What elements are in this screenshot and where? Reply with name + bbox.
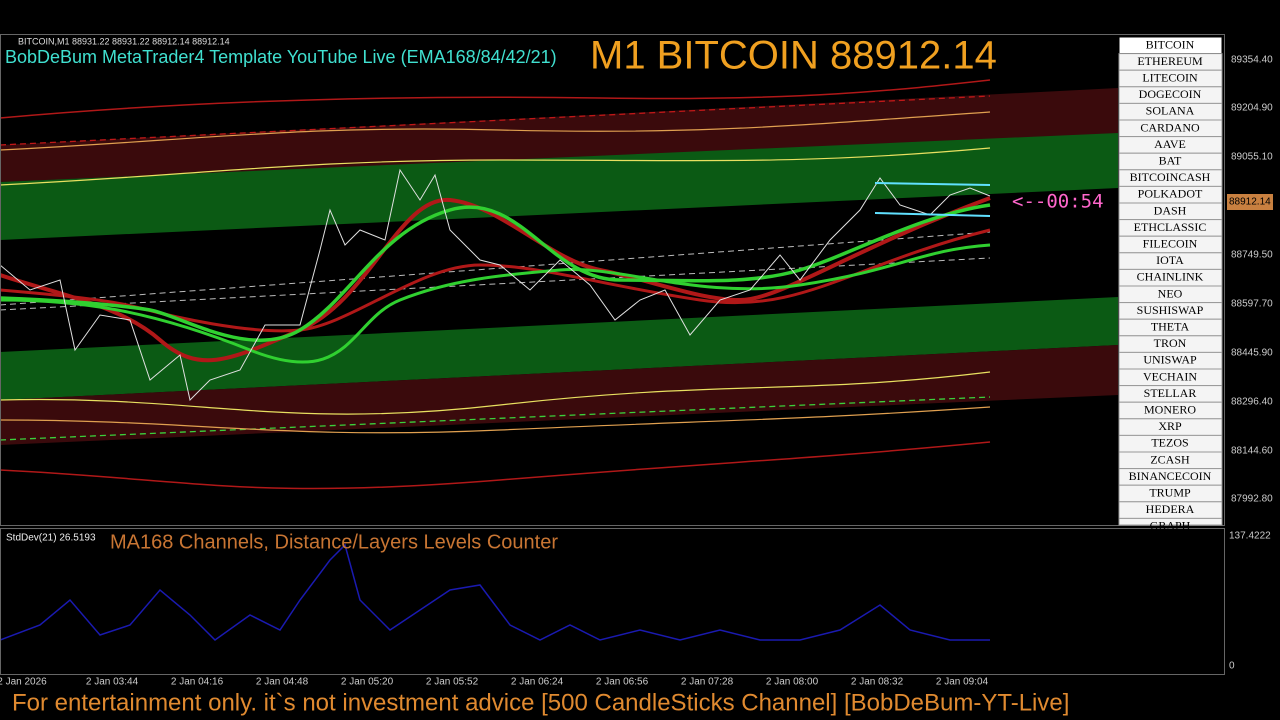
- price-label: 89354.40: [1231, 55, 1273, 66]
- time-label: 2 Jan 08:32: [851, 677, 904, 688]
- symbol-label[interactable]: SUSHISWAP: [1137, 303, 1204, 317]
- symbol-label[interactable]: TRUMP: [1149, 485, 1191, 499]
- price-line: [0, 168, 991, 401]
- symbol-label[interactable]: NEO: [1158, 286, 1183, 300]
- price-label: 88445.90: [1231, 348, 1273, 359]
- time-label: 2 Jan 05:20: [341, 677, 394, 688]
- symbol-label[interactable]: POLKADOT: [1138, 187, 1203, 201]
- symbol-label[interactable]: STELLAR: [1144, 386, 1197, 400]
- symbol-label[interactable]: THETA: [1151, 319, 1190, 333]
- current-price-box: [1227, 194, 1273, 210]
- symbol-label[interactable]: ZCASH: [1150, 452, 1190, 466]
- time-label: 2 Jan 03:44: [86, 677, 139, 688]
- time-label: 2 Jan 04:48: [256, 677, 309, 688]
- symbol-label[interactable]: LITECOIN: [1142, 70, 1198, 84]
- symbol-label[interactable]: MONERO: [1144, 402, 1196, 416]
- ohlc: BITCOIN,M1 88931.22 88931.22 88912.14 88…: [18, 36, 230, 46]
- symbol-label[interactable]: TRON: [1154, 336, 1187, 350]
- time-label: 2 Jan 06:24: [511, 677, 564, 688]
- range-top: [874, 182, 991, 186]
- time-label: 2 Jan 2026: [0, 677, 47, 688]
- template-title: BobDeBum MetaTrader4 Template YouTube Li…: [5, 47, 557, 67]
- symbol-label[interactable]: XRP: [1158, 419, 1182, 433]
- indicator-caption: MA168 Channels, Distance/Layers Levels C…: [110, 531, 558, 553]
- channel-lines: [0, 79, 991, 490]
- symbol-label[interactable]: CARDANO: [1140, 120, 1200, 134]
- symbol-label[interactable]: AAVE: [1154, 137, 1186, 151]
- price-label: 89204.90: [1231, 103, 1273, 114]
- time-label: 2 Jan 06:56: [596, 677, 649, 688]
- channel-bands: [0, 88, 1118, 445]
- symbol-label[interactable]: ETHEREUM: [1137, 54, 1203, 68]
- symbol-label[interactable]: GRAPH: [1150, 519, 1191, 533]
- symbol-label[interactable]: CHAINLINK: [1137, 270, 1204, 284]
- symbol-label[interactable]: DOGECOIN: [1139, 87, 1202, 101]
- price-label: 88296.40: [1231, 397, 1273, 408]
- symbol-label[interactable]: FILECOIN: [1143, 236, 1198, 250]
- disclaimer: For entertainment only. it`s not investm…: [12, 689, 1069, 716]
- symbol-label[interactable]: UNISWAP: [1143, 353, 1197, 367]
- indicator-name: StdDev(21) 26.5193: [6, 533, 96, 544]
- symbol-list: BITCOIN ETHEREUM LITECOIN DOGECOIN SOLANA CAR…: [1118, 36, 1223, 533]
- price-label: 88597.70: [1231, 299, 1273, 310]
- time-label: 2 Jan 04:16: [171, 677, 224, 688]
- main-panel: [0, 34, 1225, 526]
- moving-averages: [0, 196, 991, 364]
- time-label: 2 Jan 09:04: [936, 677, 989, 688]
- symbol-label[interactable]: BINANCECOIN: [1129, 469, 1212, 483]
- countdown: <--00:54: [1012, 191, 1104, 213]
- price-label: 89055.10: [1231, 152, 1273, 163]
- symbol-label[interactable]: VECHAIN: [1143, 369, 1197, 383]
- price-label: 88144.60: [1231, 446, 1273, 457]
- stddev-line: [0, 543, 990, 641]
- symbol-label[interactable]: SOLANA: [1146, 104, 1195, 118]
- symbol-label[interactable]: BITCOIN: [1146, 37, 1195, 51]
- symbol-label[interactable]: ETHCLASSIC: [1134, 220, 1207, 234]
- price-label: 88749.50: [1231, 250, 1273, 261]
- current-price: 88912.14: [1229, 197, 1271, 208]
- headline: M1 BITCOIN 88912.14: [590, 34, 997, 78]
- symbol-button[interactable]: [1118, 517, 1223, 526]
- time-label: 2 Jan 08:00: [766, 677, 819, 688]
- indicator-axis-label: 0: [1229, 661, 1235, 672]
- time-label: 2 Jan 05:52: [426, 677, 479, 688]
- symbol-label[interactable]: HEDERA: [1146, 502, 1195, 516]
- symbol-label[interactable]: DASH: [1154, 203, 1187, 217]
- symbol-label[interactable]: BAT: [1159, 153, 1182, 167]
- symbol-label[interactable]: TEZOS: [1151, 436, 1188, 450]
- symbol-label[interactable]: BITCOINCASH: [1130, 170, 1211, 184]
- indicator-panel: [0, 528, 1225, 675]
- range-bottom: [874, 212, 991, 217]
- price-label: 87992.80: [1231, 494, 1273, 505]
- indicator-axis-label: 137.4222: [1229, 531, 1271, 542]
- time-label: 2 Jan 07:28: [681, 677, 734, 688]
- symbol-label[interactable]: IOTA: [1156, 253, 1184, 267]
